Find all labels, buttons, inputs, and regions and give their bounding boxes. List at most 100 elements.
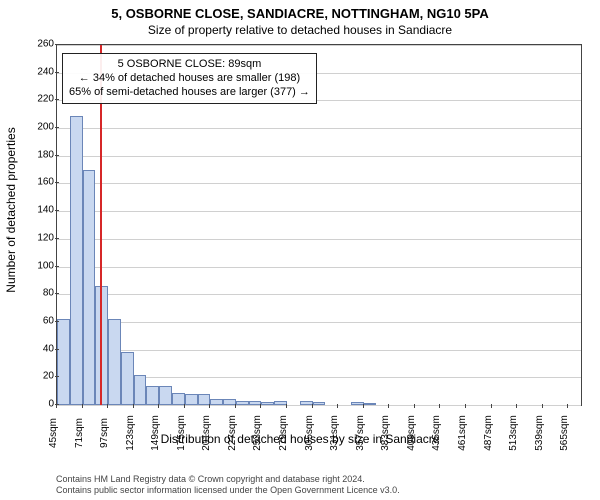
- gridline: [57, 156, 581, 157]
- ytick-label: 60: [36, 315, 54, 326]
- xtick-label: 357sqm: [355, 413, 366, 453]
- ytick-mark: [55, 182, 59, 183]
- histogram-bar: [261, 402, 274, 405]
- xtick-label: 305sqm: [304, 413, 315, 453]
- xtick-mark: [260, 404, 261, 408]
- histogram-bar: [364, 403, 377, 405]
- ytick-mark: [55, 127, 59, 128]
- ytick-label: 260: [36, 39, 54, 50]
- xtick-mark: [209, 404, 210, 408]
- xtick-label: 175sqm: [176, 413, 187, 453]
- xtick-mark: [414, 404, 415, 408]
- xtick-mark: [56, 404, 57, 408]
- xtick-mark: [286, 404, 287, 408]
- y-axis-label: Number of detached properties: [4, 110, 18, 310]
- ytick-label: 20: [36, 371, 54, 382]
- footer-line-2: Contains public sector information licen…: [56, 485, 400, 496]
- ytick-mark: [55, 349, 59, 350]
- xtick-mark: [465, 404, 466, 408]
- ytick-mark: [55, 293, 59, 294]
- histogram-bar: [146, 386, 159, 405]
- gridline: [57, 294, 581, 295]
- plot-area: 5 OSBORNE CLOSE: 89sqm ← 34% of detached…: [56, 44, 582, 406]
- histogram-bar: [70, 116, 83, 405]
- annotation-line-3: 65% of semi-detached houses are larger (…: [69, 86, 310, 100]
- gridline: [57, 322, 581, 323]
- ytick-mark: [55, 155, 59, 156]
- xtick-label: 435sqm: [431, 413, 442, 453]
- xtick-label: 409sqm: [406, 413, 417, 453]
- annotation-line-1: 5 OSBORNE CLOSE: 89sqm: [69, 58, 310, 72]
- xtick-mark: [133, 404, 134, 408]
- annotation-box: 5 OSBORNE CLOSE: 89sqm ← 34% of detached…: [62, 53, 317, 104]
- xtick-mark: [491, 404, 492, 408]
- xtick-mark: [184, 404, 185, 408]
- xtick-label: 565sqm: [559, 413, 570, 453]
- histogram-bar: [57, 319, 70, 405]
- ytick-mark: [55, 44, 59, 45]
- histogram-bar: [83, 170, 96, 405]
- xtick-label: 97sqm: [99, 413, 110, 453]
- ytick-label: 40: [36, 343, 54, 354]
- ytick-label: 80: [36, 288, 54, 299]
- xtick-mark: [158, 404, 159, 408]
- xtick-label: 227sqm: [227, 413, 238, 453]
- ytick-mark: [55, 210, 59, 211]
- ytick-label: 160: [36, 177, 54, 188]
- xtick-mark: [363, 404, 364, 408]
- xtick-label: 71sqm: [74, 413, 85, 453]
- xtick-label: 513sqm: [508, 413, 519, 453]
- gridline: [57, 350, 581, 351]
- xtick-mark: [388, 404, 389, 408]
- xtick-mark: [542, 404, 543, 408]
- histogram-bar: [134, 375, 147, 405]
- chart-container: Number of detached properties 5 OSBORNE …: [0, 40, 600, 440]
- gridline: [57, 239, 581, 240]
- page-title: 5, OSBORNE CLOSE, SANDIACRE, NOTTINGHAM,…: [0, 0, 600, 21]
- xtick-mark: [516, 404, 517, 408]
- ytick-mark: [55, 99, 59, 100]
- xtick-label: 383sqm: [380, 413, 391, 453]
- histogram-bar: [108, 319, 121, 405]
- ytick-label: 100: [36, 260, 54, 271]
- footer-line-1: Contains HM Land Registry data © Crown c…: [56, 474, 400, 485]
- xtick-mark: [107, 404, 108, 408]
- ytick-label: 0: [36, 399, 54, 410]
- xtick-label: 45sqm: [48, 413, 59, 453]
- xtick-label: 487sqm: [483, 413, 494, 453]
- xtick-mark: [312, 404, 313, 408]
- histogram-bar: [159, 386, 172, 405]
- xtick-mark: [82, 404, 83, 408]
- xtick-label: 461sqm: [457, 413, 468, 453]
- gridline: [57, 211, 581, 212]
- ytick-label: 220: [36, 94, 54, 105]
- gridline: [57, 183, 581, 184]
- xtick-mark: [235, 404, 236, 408]
- ytick-mark: [55, 266, 59, 267]
- xtick-label: 253sqm: [252, 413, 263, 453]
- ytick-label: 120: [36, 232, 54, 243]
- histogram-bar: [185, 394, 198, 405]
- xtick-label: 279sqm: [278, 413, 289, 453]
- footer-attribution: Contains HM Land Registry data © Crown c…: [56, 474, 400, 497]
- ytick-label: 180: [36, 149, 54, 160]
- gridline: [57, 267, 581, 268]
- ytick-label: 240: [36, 66, 54, 77]
- ytick-label: 200: [36, 122, 54, 133]
- ytick-label: 140: [36, 205, 54, 216]
- histogram-bar: [121, 352, 134, 405]
- histogram-bar: [236, 401, 249, 405]
- histogram-bar: [313, 402, 326, 405]
- gridline: [57, 405, 581, 406]
- gridline: [57, 45, 581, 46]
- xtick-mark: [567, 404, 568, 408]
- ytick-mark: [55, 72, 59, 73]
- annotation-line-2: ← 34% of detached houses are smaller (19…: [69, 72, 310, 86]
- page-subtitle: Size of property relative to detached ho…: [0, 23, 600, 37]
- xtick-mark: [439, 404, 440, 408]
- xtick-label: 201sqm: [201, 413, 212, 453]
- ytick-mark: [55, 238, 59, 239]
- ytick-mark: [55, 321, 59, 322]
- xtick-label: 149sqm: [150, 413, 161, 453]
- xtick-label: 539sqm: [534, 413, 545, 453]
